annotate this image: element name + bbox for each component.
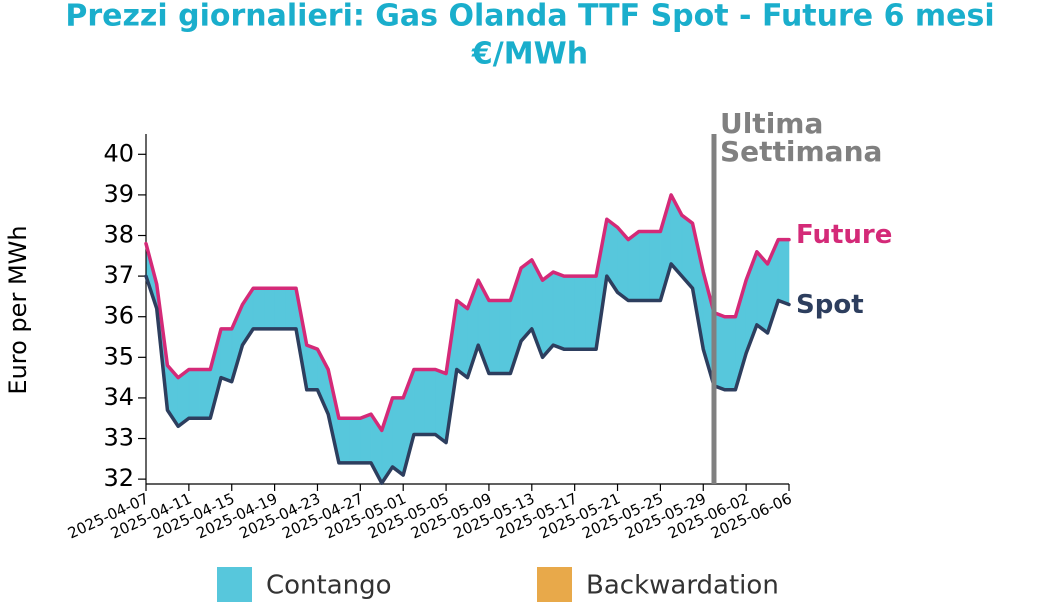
- spread-area: [424, 369, 436, 435]
- spread-area: [499, 300, 511, 374]
- spread-area: [263, 287, 275, 330]
- y-tick-label: 36: [103, 302, 134, 330]
- legend-label: Backwardation: [586, 571, 779, 601]
- annotation-text: Settimana: [720, 135, 882, 168]
- spread-area: [563, 275, 575, 350]
- y-tick-label: 40: [103, 139, 134, 167]
- y-tick-label: 34: [103, 383, 134, 411]
- series-line: [144, 193, 791, 433]
- spread-area: [413, 369, 425, 435]
- y-tick-label: 35: [103, 342, 134, 370]
- chart-title: €/MWh: [471, 37, 588, 72]
- spread-area: [488, 300, 500, 374]
- spread-area: [456, 299, 468, 379]
- spread-area: [210, 328, 222, 419]
- y-tick-label: 37: [103, 261, 134, 289]
- spread-area: [220, 328, 233, 383]
- y-tick-label: 33: [103, 424, 134, 452]
- spread-area: [574, 275, 586, 350]
- spread-area: [274, 287, 286, 330]
- spread-area: [349, 417, 361, 464]
- spread-area: [627, 230, 640, 301]
- spread-area: [552, 271, 565, 350]
- annotation-text: Ultima: [720, 107, 823, 140]
- spread-area: [360, 413, 372, 464]
- y-tick-label: 39: [103, 180, 134, 208]
- series-end-label: Spot: [796, 290, 864, 320]
- spread-area: [338, 417, 350, 464]
- spread-area: [392, 397, 404, 476]
- y-tick-label: 32: [103, 464, 134, 492]
- chart-title: Prezzi giornalieri: Gas Olanda TTF Spot …: [65, 0, 994, 34]
- legend-swatch: [217, 567, 252, 602]
- spread-area: [199, 369, 211, 419]
- legend-swatch: [537, 567, 572, 602]
- spread-area: [252, 287, 265, 330]
- spread-area: [585, 275, 597, 350]
- series-end-label: Future: [796, 220, 892, 250]
- series-line: [144, 262, 791, 485]
- legend-label: Contango: [266, 571, 392, 601]
- spread-area: [188, 369, 200, 419]
- spread-area: [306, 344, 318, 391]
- y-tick-label: 38: [103, 221, 134, 249]
- spread-area: [285, 287, 297, 330]
- y-axis-label: Euro per MWh: [4, 225, 32, 394]
- spread-area: [638, 231, 650, 301]
- spread-area: [649, 231, 661, 301]
- spread-area: [777, 239, 790, 305]
- spread-area: [435, 369, 447, 444]
- spread-area: [724, 316, 736, 391]
